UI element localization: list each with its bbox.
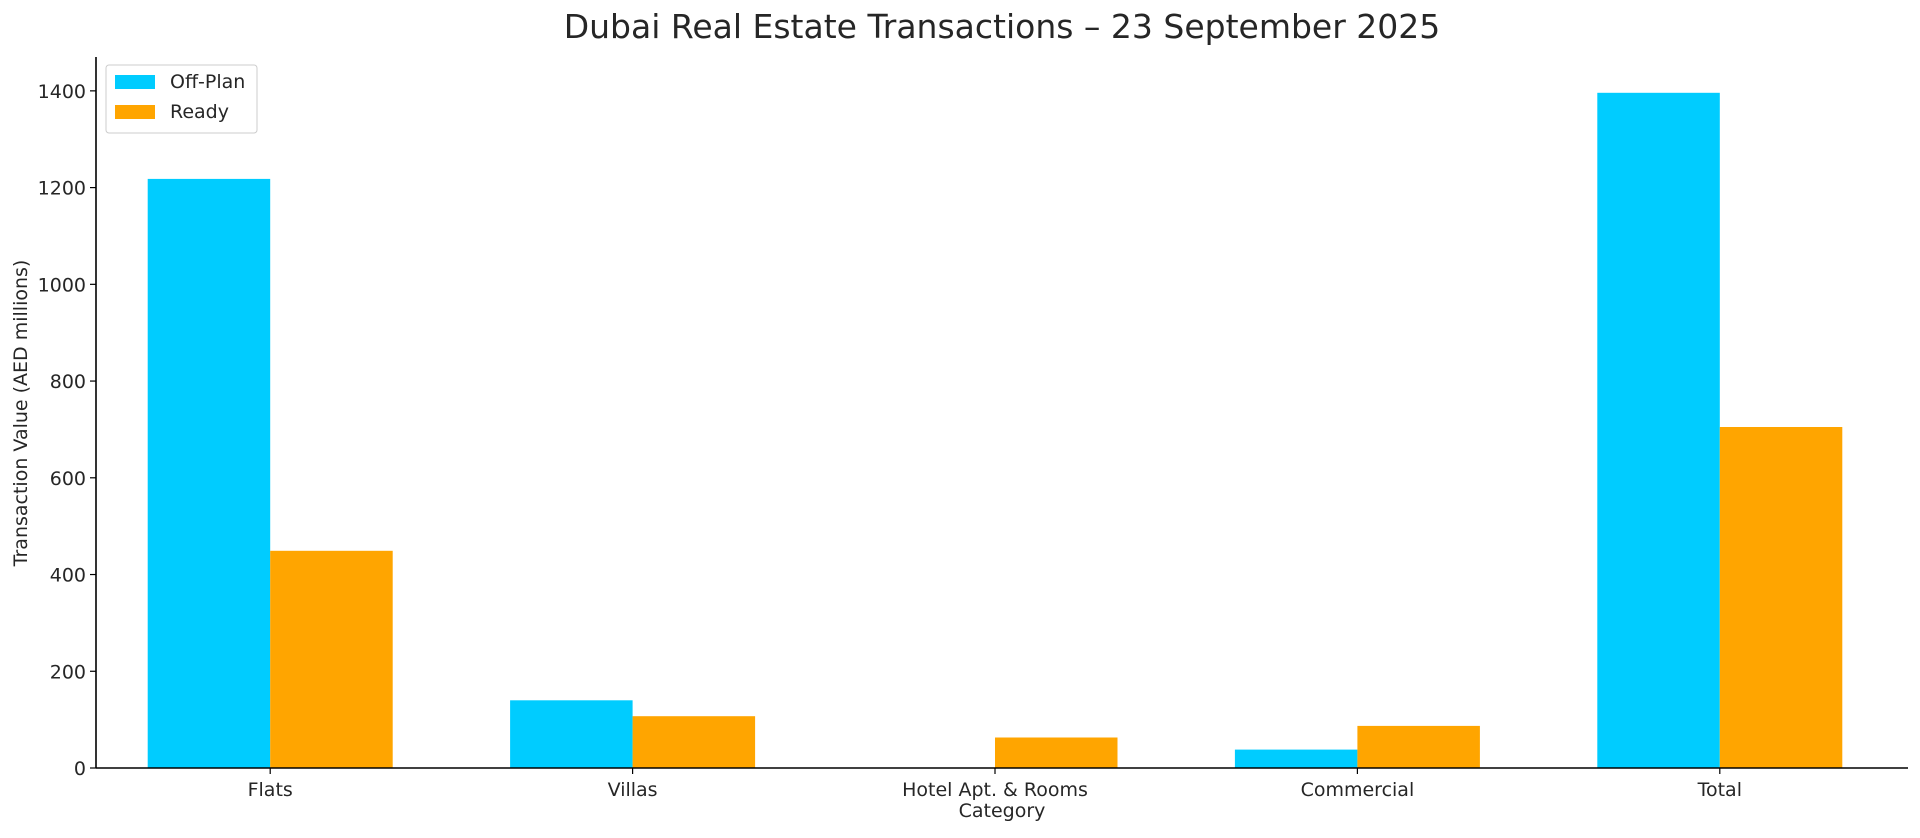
y-tick-label: 1200 bbox=[38, 178, 86, 200]
y-tick-label: 400 bbox=[50, 565, 86, 587]
chart-title: Dubai Real Estate Transactions – 23 Sept… bbox=[564, 7, 1441, 46]
y-tick-label: 1400 bbox=[38, 81, 86, 103]
y-tick-label: 800 bbox=[50, 371, 86, 393]
bar-off-plan-0 bbox=[147, 178, 271, 768]
bar-ready-0 bbox=[270, 550, 393, 768]
x-tick-label: Hotel Apt. & Rooms bbox=[902, 779, 1088, 801]
bar-off-plan-1 bbox=[510, 700, 633, 768]
legend: Off-Plan Ready bbox=[105, 64, 258, 134]
bar-ready-2 bbox=[995, 737, 1118, 768]
y-tick-label: 1000 bbox=[38, 274, 86, 296]
bar-ready-4 bbox=[1719, 427, 1843, 768]
x-tick-label: Total bbox=[1697, 779, 1742, 801]
bar-ready-1 bbox=[632, 716, 756, 768]
x-tick-label: Villas bbox=[608, 779, 658, 801]
legend-swatch-off-plan bbox=[115, 75, 155, 89]
legend-label-off-plan: Off-Plan bbox=[170, 71, 245, 93]
x-axis-label: Category bbox=[959, 800, 1046, 822]
y-tick-label: 600 bbox=[50, 468, 86, 490]
y-tick-label: 200 bbox=[50, 661, 86, 683]
y-tick-label: 0 bbox=[74, 758, 86, 780]
legend-swatch-ready bbox=[115, 105, 155, 119]
plot-area: 0 200 400 600 800 1000 1200 1400 Flats Villas Hote… bbox=[38, 57, 1908, 801]
legend-label-ready: Ready bbox=[170, 101, 229, 123]
x-tick-label: Commercial bbox=[1301, 779, 1415, 801]
bar-off-plan-3 bbox=[1234, 749, 1358, 768]
y-axis-label: Transaction Value (AED millions) bbox=[10, 260, 32, 568]
x-tick-label: Flats bbox=[248, 779, 293, 801]
bar-ready-3 bbox=[1357, 725, 1480, 768]
bar-off-plan-4 bbox=[1597, 92, 1720, 769]
